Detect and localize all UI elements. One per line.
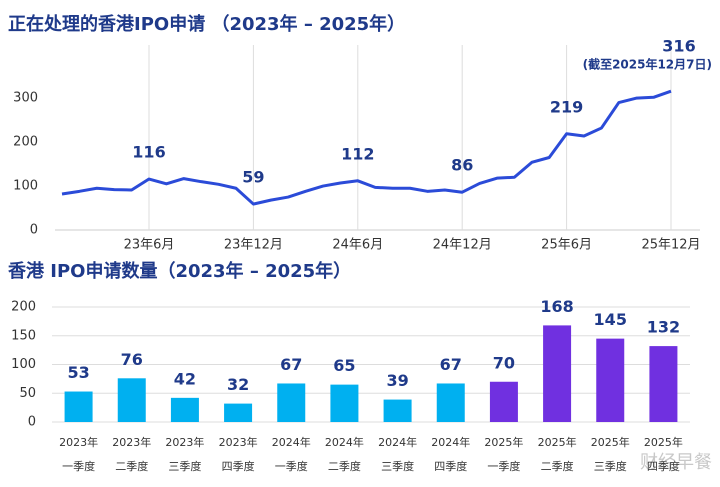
x-tick-label: 三季度 — [168, 459, 201, 473]
value-label: 86 — [451, 156, 473, 175]
value-label: 70 — [493, 353, 515, 372]
value-label: 112 — [341, 144, 374, 163]
x-tick-label: 一季度 — [275, 459, 308, 473]
value-label: 76 — [121, 350, 143, 369]
watermark: 财经早餐 — [640, 452, 712, 473]
value-label: 145 — [594, 310, 627, 329]
x-tick-label: 二季度 — [115, 459, 148, 473]
y-tick-label: 100 — [13, 179, 38, 194]
x-tick-label: 24年6月 — [332, 238, 383, 253]
x-tick-label: 2025年 — [484, 435, 523, 449]
bar — [489, 381, 518, 422]
x-tick-label: 2023年 — [219, 435, 258, 449]
value-label: 168 — [540, 297, 573, 316]
y-tick-label: 200 — [13, 135, 38, 150]
y-tick-label: 0 — [30, 223, 38, 238]
x-tick-label: 二季度 — [541, 459, 574, 473]
x-tick-label: 三季度 — [594, 459, 627, 473]
bar — [170, 397, 199, 422]
x-tick-label: 2024年 — [272, 435, 311, 449]
y-tick-label: 100 — [11, 357, 36, 372]
x-tick-label: 2024年 — [325, 435, 364, 449]
x-tick-label: 23年6月 — [124, 238, 175, 253]
value-label: 39 — [386, 371, 408, 390]
x-tick-label: 四季度 — [434, 459, 467, 473]
bar — [383, 399, 412, 422]
bar — [224, 403, 253, 422]
x-tick-label: 23年12月 — [224, 238, 283, 253]
bar — [330, 384, 359, 422]
value-label: 132 — [647, 318, 680, 337]
bar — [117, 378, 146, 422]
x-tick-label: 2024年 — [431, 435, 470, 449]
y-tick-label: 150 — [11, 328, 36, 343]
bar — [596, 338, 625, 422]
x-tick-label: 2023年 — [59, 435, 98, 449]
x-tick-label: 2024年 — [378, 435, 417, 449]
x-tick-label: 四季度 — [222, 459, 255, 473]
x-tick-label: 2025年 — [644, 435, 683, 449]
value-label: 67 — [280, 355, 302, 374]
value-label: 65 — [333, 356, 355, 375]
value-label: 116 — [132, 143, 165, 162]
value-label: 53 — [67, 363, 89, 382]
x-tick-label: 2025年 — [538, 435, 577, 449]
value-label: 42 — [174, 369, 196, 388]
line — [61, 89, 672, 206]
y-tick-label: 200 — [11, 300, 36, 315]
x-tick-label: 一季度 — [487, 459, 520, 473]
chart-title: 香港 IPO申请数量（2023年 – 2025年） — [7, 260, 351, 282]
bar — [64, 391, 93, 422]
x-tick-label: 三季度 — [381, 459, 414, 473]
note: (截至2025年12月7日) — [583, 57, 712, 72]
value-label: 67 — [440, 355, 462, 374]
value-label: 316 — [662, 37, 695, 56]
y-tick-label: 50 — [19, 386, 36, 401]
bar — [649, 346, 678, 422]
y-tick-label: 0 — [28, 415, 36, 430]
x-tick-label: 25年12月 — [641, 238, 700, 253]
x-tick-label: 2023年 — [112, 435, 151, 449]
bar — [277, 383, 306, 422]
y-tick-label: 300 — [13, 91, 38, 106]
chart-title: 正在处理的香港IPO申请 （2023年 – 2025年） — [8, 13, 405, 35]
x-tick-label: 四季度 — [647, 459, 680, 473]
value-label: 59 — [242, 168, 264, 187]
value-label: 32 — [227, 375, 249, 394]
x-tick-label: 25年6月 — [541, 238, 592, 253]
bar — [543, 325, 572, 422]
x-tick-label: 二季度 — [328, 459, 361, 473]
x-tick-label: 2023年 — [165, 435, 204, 449]
bar — [436, 383, 465, 422]
value-label: 219 — [550, 97, 583, 116]
x-tick-label: 24年12月 — [433, 238, 492, 253]
x-tick-label: 一季度 — [62, 459, 95, 473]
x-tick-label: 2025年 — [591, 435, 630, 449]
